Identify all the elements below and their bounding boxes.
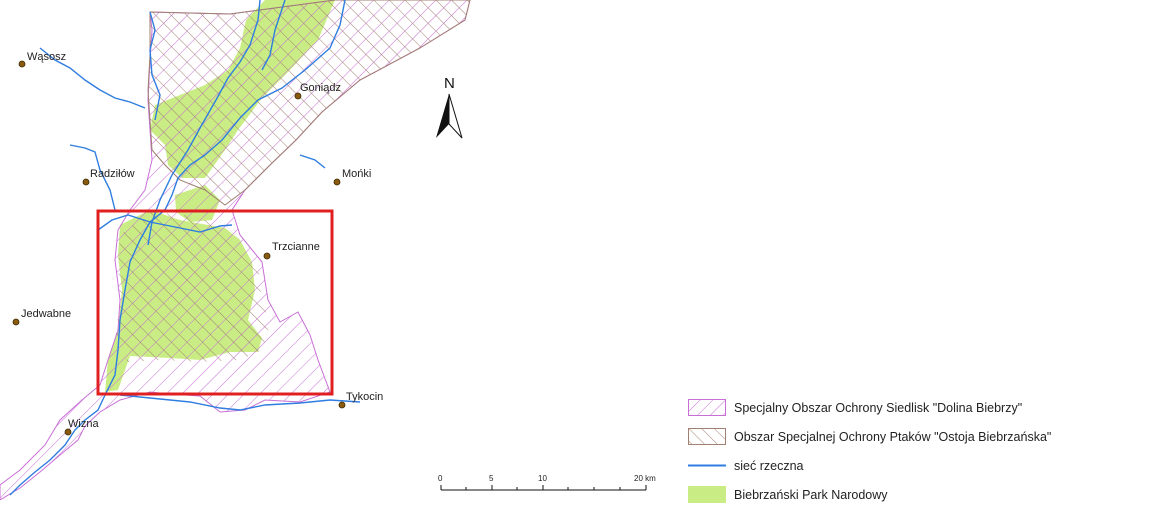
town-monki: Mońki	[333, 168, 371, 186]
svg-text:N: N	[444, 75, 455, 92]
town-tykocin: Tykocin	[338, 391, 383, 409]
towns-layer: Wąsosz Goniądz Radziłów Mońki Trzcianne …	[12, 51, 383, 436]
bird-protection-area-south	[115, 212, 270, 362]
park-fill-swatch-icon	[688, 486, 726, 503]
town-goniadz: Goniądz	[294, 82, 341, 100]
svg-text:Radziłów: Radziłów	[90, 168, 135, 180]
svg-text:Mońki: Mońki	[342, 168, 371, 180]
legend-label: sieć rzeczna	[734, 458, 804, 473]
legend-item-park: Biebrzański Park Narodowy	[688, 480, 1166, 509]
town-wizna: Wizna	[64, 418, 99, 436]
town-trzcianne: Trzcianne	[263, 241, 320, 260]
town-radzilow: Radziłów	[82, 168, 135, 186]
svg-text:Trzcianne: Trzcianne	[272, 241, 320, 253]
bird-hatch-swatch-icon	[688, 428, 726, 445]
legend-item-habitat: Specjalny Obszar Ochrony Siedlisk "Dolin…	[688, 393, 1166, 422]
habitat-hatch-swatch-icon	[688, 399, 726, 416]
legend-label: Specjalny Obszar Ochrony Siedlisk "Dolin…	[734, 400, 1023, 415]
svg-text:Goniądz: Goniądz	[300, 82, 341, 94]
legend-label: Obszar Specjalnej Ochrony Ptaków "Ostoja…	[734, 429, 1052, 444]
town-wasosz: Wąsosz	[18, 51, 66, 68]
svg-text:Jedwabne: Jedwabne	[21, 308, 71, 320]
river-line-swatch-icon	[688, 464, 726, 467]
legend-item-rivers: sieć rzeczna	[688, 451, 1166, 480]
river-network	[9, 0, 361, 496]
svg-text:Wizna: Wizna	[68, 418, 99, 430]
town-jedwabne: Jedwabne	[12, 308, 71, 326]
north-arrow: N	[436, 75, 463, 139]
scale-bar: 0 5 10 20 km	[438, 474, 656, 491]
svg-text:Tykocin: Tykocin	[346, 391, 383, 403]
bird-protection-area	[147, 0, 471, 206]
legend-label: Biebrzański Park Narodowy	[734, 487, 888, 502]
north-arrow-icon	[436, 94, 449, 138]
highlight-box	[96, 209, 334, 396]
scale-tick-5: 5	[489, 474, 494, 483]
svg-text:Wąsosz: Wąsosz	[27, 51, 66, 63]
scale-tick-10: 10	[538, 474, 547, 483]
legend-item-birds: Obszar Specjalnej Ochrony Ptaków "Ostoja…	[688, 422, 1166, 451]
legend: Specjalny Obszar Ochrony Siedlisk "Dolin…	[688, 393, 1166, 509]
scale-tick-0: 0	[438, 474, 443, 483]
scale-tick-20: 20 km	[634, 474, 656, 483]
